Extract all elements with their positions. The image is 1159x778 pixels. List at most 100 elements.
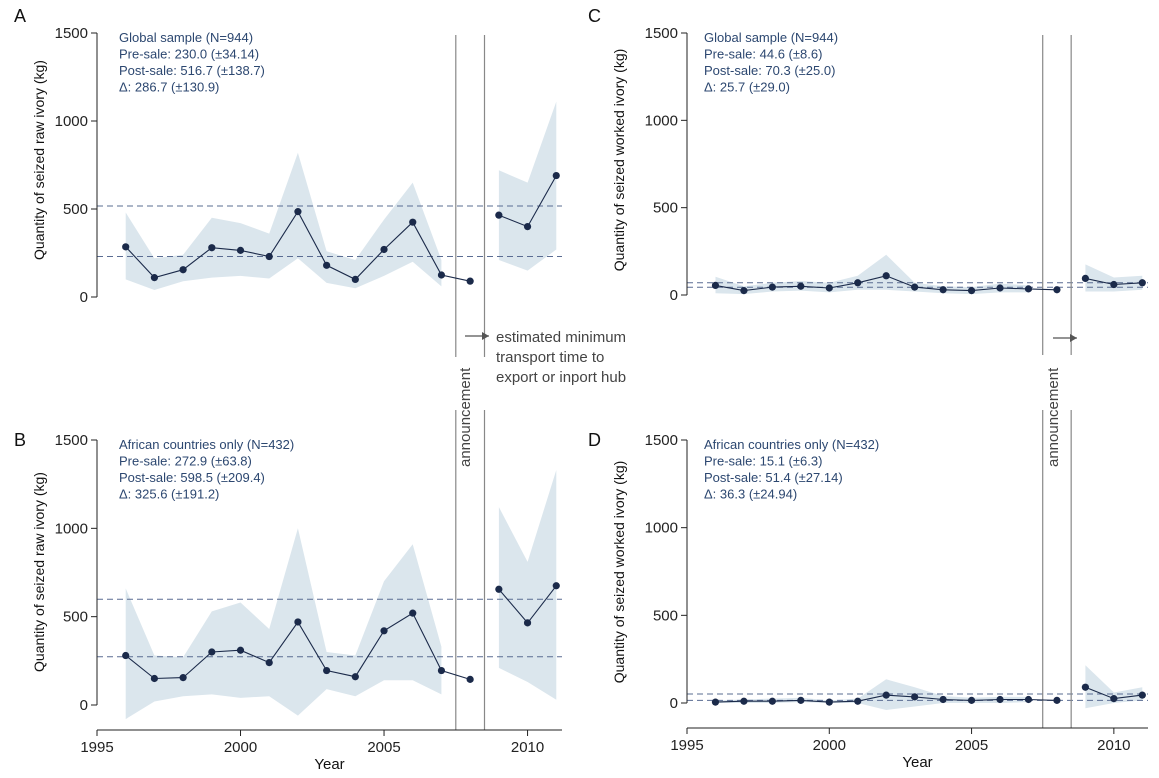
ci-band-b-0 — [125, 528, 442, 720]
data-point-a-1999 — [208, 244, 216, 252]
data-point-c-2010 — [1110, 280, 1118, 289]
data-point-b-2004 — [351, 673, 359, 681]
data-point-a-2002 — [294, 208, 302, 216]
data-point-a-2001 — [265, 252, 273, 261]
y-tick-label-d-1000: 1000 — [645, 520, 678, 537]
stat-line-a-3: Δ: 286.7 (±130.9) — [119, 80, 219, 95]
data-point-b-1996 — [122, 651, 130, 660]
data-point-a-2003 — [323, 261, 331, 269]
y-tick-label-d-1500: 1500 — [645, 432, 678, 449]
y-tick-label-d-500: 500 — [653, 607, 678, 624]
panel-letter-b: B — [14, 430, 26, 450]
stat-line-a-2: Post-sale: 516.7 (±138.7) — [119, 63, 265, 78]
data-point-a-2004 — [351, 275, 359, 283]
y-tick-label-a-0: 0 — [80, 289, 88, 306]
data-point-a-2011 — [552, 171, 560, 180]
transport-annotation: estimated minimum transport time to expo… — [457, 329, 1077, 467]
data-point-d-2001 — [854, 697, 862, 705]
stat-line-b-0: African countries only (N=432) — [119, 437, 294, 452]
data-point-d-1997 — [740, 697, 748, 705]
y-tick-label-d-0: 0 — [670, 695, 678, 712]
data-point-d-2004 — [939, 695, 947, 704]
ci-band-c-0 — [715, 254, 1029, 295]
transport-arrowhead-right — [1070, 334, 1077, 342]
ci-band-d-0 — [715, 679, 1029, 710]
data-point-d-1999 — [797, 696, 805, 704]
data-point-b-2002 — [294, 618, 302, 626]
plot-d: 0 500 1000 1500 Quantity of seized worked iv… — [611, 410, 1148, 771]
data-point-c-1998 — [768, 283, 776, 291]
x-axis-title-d: Year — [902, 754, 932, 771]
data-point-c-1999 — [797, 282, 805, 290]
x-tick-label-b-1995: 1995 — [80, 739, 113, 756]
plot-b: 0 500 1000 1500 Quantity of seized raw ivory… — [31, 410, 562, 773]
ci-band-a-1 — [498, 101, 557, 271]
data-point-d-2007 — [1024, 695, 1033, 704]
announcement-label-right: announcement — [1045, 367, 1062, 467]
y-axis-title-c: Quantity of seized worked ivory (kg) — [611, 49, 627, 272]
y-tick-label-b-1500: 1500 — [55, 432, 88, 449]
transport-note-line-2: transport time to — [496, 349, 604, 366]
data-point-b-2000 — [236, 646, 245, 654]
x-tick-label-b-2010: 2010 — [511, 739, 544, 756]
panel-b: B 0 500 1000 1500 Quantity of seized raw ivo… — [14, 410, 562, 773]
stat-line-c-1: Pre-sale: 44.6 (±8.6) — [704, 47, 822, 62]
transport-note-line-3: export or inport hub — [496, 369, 626, 386]
data-point-a-2008 — [466, 277, 474, 285]
data-point-b-2008 — [466, 675, 474, 683]
y-tick-label-c-0: 0 — [670, 287, 678, 304]
data-point-b-2009 — [495, 585, 503, 593]
data-point-c-2003 — [911, 283, 919, 291]
data-point-b-2005 — [380, 627, 388, 635]
data-point-d-2002 — [882, 691, 890, 699]
data-point-b-2007 — [437, 666, 446, 675]
data-point-c-2009 — [1081, 274, 1089, 283]
ci-band-b-1 — [498, 470, 557, 700]
data-point-c-1996 — [711, 281, 720, 289]
data-point-c-2000 — [825, 284, 833, 292]
y-tick-label-c-1000: 1000 — [645, 112, 678, 129]
data-point-c-2006 — [996, 284, 1004, 292]
data-point-b-2006 — [409, 609, 417, 617]
data-point-d-2009 — [1081, 683, 1089, 691]
data-point-d-2003 — [911, 693, 919, 701]
data-point-a-1998 — [179, 266, 187, 274]
stat-line-d-2: Post-sale: 51.4 (±27.14) — [704, 470, 843, 485]
x-tick-label-b-2005: 2005 — [367, 739, 400, 756]
stat-line-d-3: Δ: 36.3 (±24.94) — [704, 487, 797, 502]
x-tick-label-d-2005: 2005 — [955, 737, 988, 754]
data-point-b-2011 — [552, 582, 560, 590]
panel-d: D 0 500 1000 1500 Quantity of seized worked … — [588, 410, 1148, 771]
y-tick-label-b-1000: 1000 — [55, 520, 88, 537]
data-point-d-2005 — [967, 696, 976, 704]
data-point-c-2001 — [854, 279, 862, 287]
x-tick-label-d-2010: 2010 — [1097, 737, 1130, 754]
data-point-d-2011 — [1138, 691, 1146, 699]
data-point-a-2006 — [409, 218, 417, 226]
panel-letter-a: A — [14, 6, 26, 26]
ci-band-a-0 — [125, 152, 442, 290]
data-point-a-2007 — [437, 271, 446, 279]
transport-note-line-1: estimated minimum — [496, 329, 626, 346]
stat-line-d-0: African countries only (N=432) — [704, 437, 879, 452]
announcement-label-left: announcement — [457, 367, 474, 467]
data-point-a-1997 — [150, 274, 159, 282]
stat-line-b-3: Δ: 325.6 (±191.2) — [119, 487, 219, 502]
plot-c: 0 500 1000 1500 Quantity of seized worked iv… — [611, 25, 1148, 355]
transport-arrowhead-left — [482, 332, 489, 340]
data-point-a-2000 — [236, 246, 245, 254]
y-tick-label-b-500: 500 — [63, 609, 88, 626]
ci-band-d-1 — [1085, 665, 1143, 709]
plot-a: 0 500 1000 1500 Quantity of seized raw ivory… — [31, 25, 562, 357]
data-point-c-2011 — [1138, 279, 1146, 287]
data-point-d-2000 — [825, 698, 833, 706]
stat-line-c-3: Δ: 25.7 (±29.0) — [704, 80, 790, 95]
data-point-d-1996 — [711, 698, 720, 706]
x-tick-label-d-2000: 2000 — [813, 737, 846, 754]
x-tick-label-b-2000: 2000 — [224, 739, 257, 756]
data-point-a-2010 — [523, 223, 532, 231]
panel-letter-d: D — [588, 430, 601, 450]
data-point-a-2009 — [495, 211, 503, 219]
data-point-c-2008 — [1053, 286, 1061, 294]
stat-line-a-0: Global sample (N=944) — [119, 30, 253, 45]
